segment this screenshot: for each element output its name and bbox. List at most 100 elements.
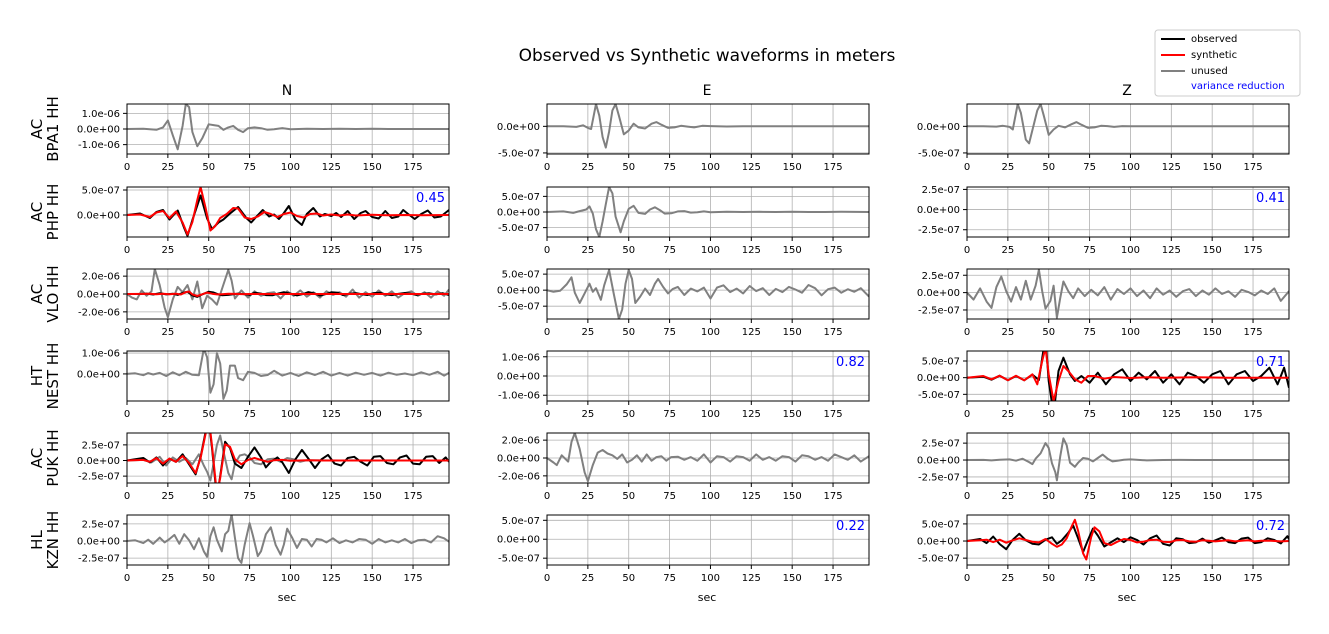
- x-tick-label: 75: [1083, 409, 1096, 420]
- y-tick-label: -2.5e-07: [918, 225, 960, 236]
- axes-frame: [126, 432, 450, 484]
- x-tick-label: 100: [1121, 573, 1140, 584]
- x-tick-label: 150: [783, 162, 802, 173]
- x-tick-label: 0: [544, 162, 550, 173]
- x-tick-label: 25: [581, 409, 594, 420]
- x-tick-label: 0: [124, 491, 130, 502]
- x-tick-label: 0: [964, 573, 970, 584]
- x-tick-label: 25: [1001, 573, 1014, 584]
- x-tick-label: 125: [322, 573, 341, 584]
- x-tick-label: 100: [1121, 491, 1140, 502]
- x-tick-label: 25: [161, 409, 174, 420]
- y-tick-label: -1.0e-06: [498, 391, 540, 402]
- x-tick-label: 50: [622, 491, 635, 502]
- axes-frame: [966, 268, 1290, 320]
- x-tick-label: 75: [663, 327, 676, 338]
- waveform-panel: 0 25 50 75 100 125 150 175 5.0e-07 0.0e+00 0.45: [77, 186, 450, 256]
- axes-frame: [966, 350, 1290, 402]
- y-tick-label: 0.0e+00: [77, 211, 120, 222]
- waveform-panel: 0 25 50 75 100 125 150 175 5.0e-07 0.0e+00 -5.0e-0…: [497, 268, 870, 338]
- x-tick-label: 25: [1001, 245, 1014, 256]
- y-tick-label: -2.5e-07: [918, 305, 960, 316]
- column-title-n: N: [282, 83, 292, 99]
- synthetic-trace: [127, 187, 449, 236]
- x-tick-label: 50: [622, 327, 635, 338]
- x-tick-label: 175: [1243, 491, 1262, 502]
- x-tick-label: 100: [701, 162, 720, 173]
- x-tick-label: 100: [1121, 245, 1140, 256]
- waveform-panel: 0 25 50 75 100 125 150 175 1.0e-06 0.0e+00 -1.0e-0…: [77, 103, 450, 173]
- waveform-panel: 0 25 50 75 100 125 150 175 2.5e-07 0.0e+00 -2.5e-0…: [917, 268, 1290, 338]
- y-tick-label: 5.0e-07: [502, 516, 540, 527]
- x-tick-label: 25: [161, 491, 174, 502]
- x-tick-label: 75: [243, 409, 256, 420]
- x-tick-label: 175: [1243, 573, 1262, 584]
- x-tick-label: 75: [243, 327, 256, 338]
- y-tick-label: 0.0e+00: [497, 122, 540, 133]
- column-title-z: Z: [1122, 83, 1132, 99]
- x-tick-label: 125: [742, 409, 761, 420]
- station-network-label: AC: [28, 448, 46, 468]
- waveform-panel: 0 25 50 75 100 125 150 175 2.5e-07 0.0e+00 -2.5e-0…: [917, 185, 1290, 256]
- x-tick-label: 125: [742, 491, 761, 502]
- x-tick-label: 75: [1083, 573, 1096, 584]
- y-tick-label: 0.0e+00: [77, 537, 120, 548]
- x-tick-label: 75: [663, 162, 676, 173]
- x-tick-label: 175: [823, 491, 842, 502]
- x-tick-label: 100: [281, 409, 300, 420]
- y-tick-label: -5.0e-07: [498, 148, 540, 159]
- station-network-label: AC: [28, 284, 46, 304]
- synthetic-trace: [127, 290, 449, 297]
- y-tick-label: 1.0e-06: [82, 349, 120, 360]
- x-tick-label: 25: [1001, 491, 1014, 502]
- x-tick-label: 0: [544, 327, 550, 338]
- x-tick-label: 75: [243, 573, 256, 584]
- station-network-label: HT: [28, 365, 46, 386]
- y-tick-label: 2.5e-07: [922, 439, 960, 450]
- x-tick-label: 25: [161, 162, 174, 173]
- x-tick-label: 25: [581, 573, 594, 584]
- y-tick-label: 0.0e+00: [917, 373, 960, 384]
- unused-trace: [547, 104, 869, 149]
- station-name-label: VLO HH: [44, 265, 62, 322]
- axes-frame: [546, 514, 870, 566]
- y-tick-label: 0.0e+00: [497, 372, 540, 383]
- trace-group: [967, 437, 1289, 482]
- station-labels: AC BPA1 HH AC PHP HH AC VLO HH HT NEST H…: [28, 96, 62, 569]
- waveform-panel: 0 25 50 75 100 125 150 175 1.0e-06 0.0e+00: [77, 349, 450, 420]
- x-tick-label: 100: [701, 327, 720, 338]
- waveform-panel: 0 25 50 75 100 125 150 175 5.0e-07 0.0e+00 -5.0e-0…: [917, 514, 1290, 584]
- y-tick-label: -2.0e-06: [498, 471, 540, 482]
- x-tick-label: 0: [964, 409, 970, 420]
- axes-frame: [126, 514, 450, 566]
- y-tick-label: -5.0e-07: [498, 302, 540, 313]
- synthetic-trace: [127, 433, 449, 483]
- x-tick-label: 50: [202, 327, 215, 338]
- x-tick-label: 150: [363, 491, 382, 502]
- x-tick-label: 0: [544, 409, 550, 420]
- y-tick-label: -5.0e-07: [498, 223, 540, 234]
- x-tick-label: 100: [281, 245, 300, 256]
- x-tick-label: 75: [663, 573, 676, 584]
- x-tick-label: 125: [1162, 245, 1181, 256]
- x-tick-label: 125: [322, 162, 341, 173]
- variance-reduction-value: 0.72: [1256, 519, 1285, 534]
- x-tick-label: 125: [1162, 573, 1181, 584]
- x-tick-label: 175: [823, 409, 842, 420]
- x-tick-label: 175: [1243, 327, 1262, 338]
- x-tick-label: 175: [823, 327, 842, 338]
- y-tick-label: -2.5e-07: [78, 472, 120, 483]
- x-tick-label: 175: [823, 162, 842, 173]
- trace-group: [127, 351, 449, 400]
- trace-group: [967, 351, 1289, 401]
- y-tick-label: -5.0e-07: [918, 554, 960, 565]
- x-tick-label: 175: [403, 409, 422, 420]
- unused-trace: [127, 351, 449, 400]
- x-tick-label: 0: [544, 491, 550, 502]
- y-tick-label: -2.0e-06: [78, 307, 120, 318]
- unused-trace: [967, 437, 1289, 482]
- x-tick-label: 100: [281, 573, 300, 584]
- trace-group: [967, 104, 1289, 145]
- x-tick-label: 175: [403, 245, 422, 256]
- trace-group: [127, 104, 449, 151]
